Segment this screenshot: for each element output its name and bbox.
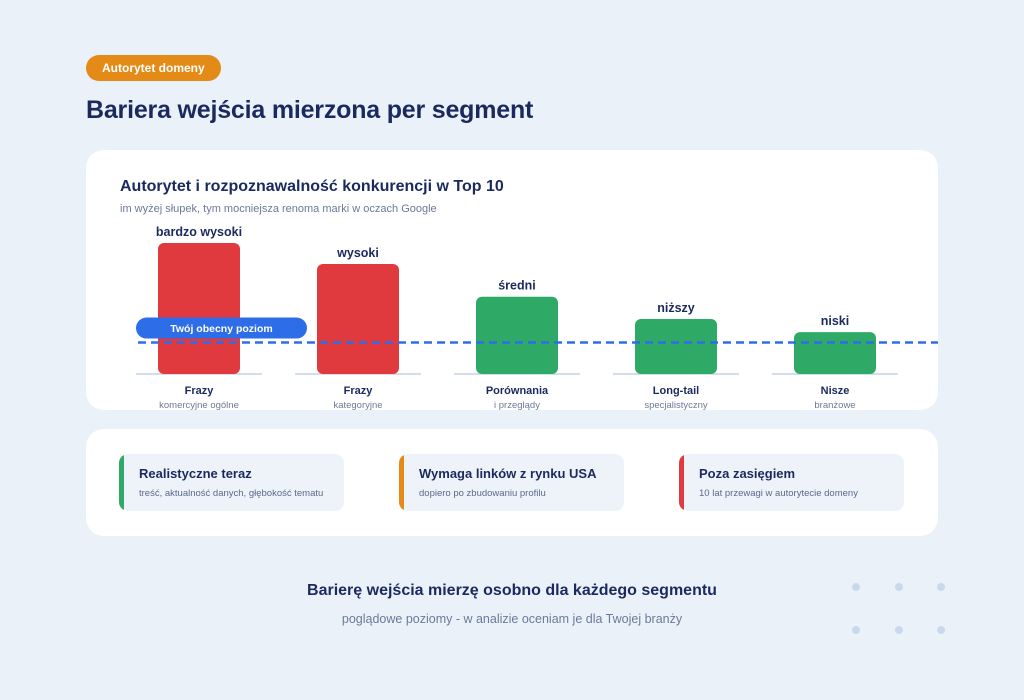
category-sublabel: kategoryjne bbox=[333, 400, 382, 410]
category-sublabel: komercyjne ogólne bbox=[159, 400, 239, 410]
category-label: Frazy bbox=[185, 385, 215, 397]
bar-3 bbox=[476, 296, 558, 374]
bar-2 bbox=[317, 263, 399, 374]
legend-item-title: Poza zasięgiem bbox=[699, 466, 796, 481]
bar-value-label: średni bbox=[498, 279, 536, 293]
decorative-dot bbox=[937, 583, 945, 591]
category-sublabel: branżowe bbox=[814, 400, 855, 410]
legend-item-title: Wymaga linków z rynku USA bbox=[419, 466, 597, 481]
section-badge: Autorytet domeny bbox=[86, 55, 221, 81]
bar-4 bbox=[635, 318, 717, 374]
chart-card: bardzo wysoki Frazy komercyjne ogólne wysok… bbox=[86, 150, 938, 410]
legend-card: Realistyczne teraz treść, aktualność dan… bbox=[86, 429, 938, 536]
legend-item-out-of-reach: Poza zasięgiem 10 lat przewagi w autoryt… bbox=[679, 454, 904, 511]
decorative-dot bbox=[852, 626, 860, 634]
decorative-dot bbox=[895, 583, 903, 591]
legend-item-needs-links: Wymaga linków z rynku USA dopiero po zbu… bbox=[399, 454, 624, 511]
bar-value-label: wysoki bbox=[336, 246, 379, 260]
category-label: Porównania bbox=[486, 385, 549, 397]
bar-chart: bardzo wysoki Frazy komercyjne ogólne wysok… bbox=[136, 225, 938, 410]
bar-value-label: niższy bbox=[657, 301, 695, 315]
chart-title: Autorytet i rozpoznawalność konkurencji … bbox=[120, 178, 504, 195]
category-sublabel: i przeglądy bbox=[494, 400, 540, 410]
legend-color-accent bbox=[119, 454, 124, 511]
legend-item-description: dopiero po zbudowaniu profilu bbox=[419, 488, 546, 499]
footer-title: Barierę wejścia mierzę osobno dla każdeg… bbox=[307, 582, 717, 599]
reference-line-label: Twój obecny poziom bbox=[170, 323, 272, 335]
legend-color-accent bbox=[679, 454, 684, 511]
legend-item-description: 10 lat przewagi w autorytecie domeny bbox=[699, 488, 858, 499]
category-label: Frazy bbox=[344, 385, 374, 397]
bar-5 bbox=[794, 332, 876, 374]
decorative-dot bbox=[937, 626, 945, 634]
legend-item-title: Realistyczne teraz bbox=[139, 466, 252, 481]
reference-line-pill bbox=[136, 317, 307, 339]
decorative-dot bbox=[852, 583, 860, 591]
bar-value-label: bardzo wysoki bbox=[156, 225, 242, 239]
decorative-dot bbox=[895, 626, 903, 634]
chart-subtitle: im wyżej słupek, tym mocniejsza renoma m… bbox=[120, 203, 437, 215]
footer-subtitle: poglądowe poziomy - w analizie oceniam j… bbox=[341, 612, 683, 626]
category-sublabel: specjalistyczny bbox=[644, 400, 708, 410]
bar-value-label: niski bbox=[821, 314, 850, 328]
legend-item-realistic: Realistyczne teraz treść, aktualność dan… bbox=[119, 454, 344, 511]
legend-item-description: treść, aktualność danych, głębokość tema… bbox=[139, 488, 324, 499]
category-label: Long-tail bbox=[653, 385, 699, 397]
category-label: Nisze bbox=[821, 385, 850, 397]
legend-color-accent bbox=[399, 454, 404, 511]
bar-1 bbox=[158, 243, 240, 374]
page-title: Bariera wejścia mierzona per segment bbox=[86, 96, 534, 124]
